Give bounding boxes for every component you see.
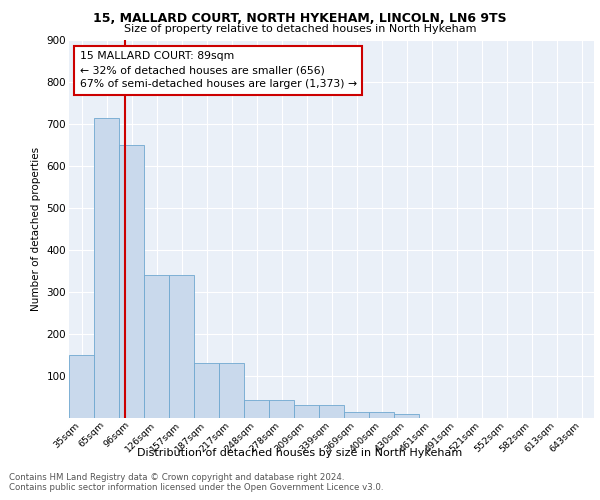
- Bar: [319, 405, 344, 417]
- Y-axis label: Number of detached properties: Number of detached properties: [31, 146, 41, 311]
- Bar: [219, 363, 244, 418]
- Bar: [169, 275, 194, 418]
- Text: 15 MALLARD COURT: 89sqm
← 32% of detached houses are smaller (656)
67% of semi-d: 15 MALLARD COURT: 89sqm ← 32% of detache…: [79, 52, 356, 90]
- Text: Distribution of detached houses by size in North Hykeham: Distribution of detached houses by size …: [137, 448, 463, 458]
- Bar: [344, 412, 369, 418]
- Text: 15, MALLARD COURT, NORTH HYKEHAM, LINCOLN, LN6 9TS: 15, MALLARD COURT, NORTH HYKEHAM, LINCOL…: [93, 12, 507, 26]
- Bar: [119, 145, 144, 417]
- Bar: [144, 275, 169, 418]
- Bar: [369, 412, 394, 418]
- Bar: [294, 405, 319, 417]
- Bar: [244, 400, 269, 417]
- Text: Contains HM Land Registry data © Crown copyright and database right 2024.
Contai: Contains HM Land Registry data © Crown c…: [9, 472, 383, 492]
- Bar: [69, 354, 94, 418]
- Bar: [94, 118, 119, 418]
- Bar: [194, 363, 219, 418]
- Text: Size of property relative to detached houses in North Hykeham: Size of property relative to detached ho…: [124, 24, 476, 34]
- Bar: [394, 414, 419, 418]
- Bar: [269, 400, 294, 417]
